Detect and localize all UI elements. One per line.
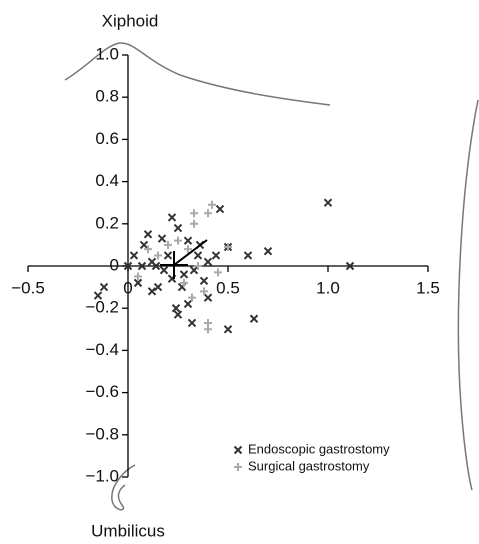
y-tick-label: −0.6 [85,382,119,401]
x-tick-label: −0.5 [11,278,45,297]
point [204,209,212,218]
point [345,261,355,271]
point [123,261,133,271]
point [204,325,212,334]
legend: Endoscopic gastrostomy Surgical gastrosto… [233,441,390,473]
point [129,251,139,260]
y-tick-label: 0.6 [95,129,119,148]
point [99,282,109,292]
point [194,262,202,270]
y-tick-label: 0.2 [95,213,119,232]
legend-swatch [233,445,243,455]
point [199,276,209,285]
point [137,261,147,271]
point [187,318,197,328]
x-tick-label: 0.5 [216,278,240,297]
point [159,266,169,275]
point [167,213,177,222]
point [184,245,192,254]
point [173,223,183,233]
y-tick-label: −0.2 [85,298,119,317]
point [179,270,189,279]
point [183,299,193,309]
x-tick-label: 0 [123,278,132,297]
mean-marker [160,239,208,279]
x-tick-label: 1.5 [416,278,440,297]
point [173,310,183,319]
point [174,236,182,245]
y-tick-label: −1.0 [85,466,119,485]
point [203,257,213,266]
body-outline [64,42,331,106]
legend-label: Endoscopic gastrostomy [248,441,390,456]
body-side-outline [457,99,479,491]
point [243,251,253,260]
point [214,268,222,277]
y-tick-label: −0.8 [85,424,119,443]
point [263,247,273,256]
umbilicus-outline [111,464,136,511]
bottom-label: Umbilicus [91,521,165,540]
point [208,200,216,209]
point [139,240,149,250]
point [93,291,103,300]
point [323,198,333,207]
point [189,266,199,275]
point [157,234,167,243]
point [215,204,225,214]
point [143,230,153,239]
y-tick-label: −0.4 [85,340,119,359]
y-tick-label: 0.8 [95,87,119,106]
legend-swatch [234,463,242,471]
point [200,287,208,296]
point [163,251,173,260]
point [151,261,161,271]
y-tick-label: 1.0 [95,44,119,63]
point [183,236,193,245]
point [164,240,172,249]
point [153,282,163,292]
point [193,251,203,260]
point [180,278,188,287]
point [224,243,232,252]
point [188,293,196,302]
plot: −0.5 0 0.5 1.0 1.51.00.80.60.40.20−0.2−0.4−0… [11,44,440,485]
legend-label: Surgical gastrostomy [248,458,370,473]
point [134,272,142,281]
point [203,293,213,302]
point [190,209,198,218]
point [133,278,143,288]
point [190,219,198,228]
point [211,251,221,260]
point [147,287,157,296]
y-tick-label: 0.4 [95,171,119,190]
point [171,303,181,313]
point [223,325,233,334]
point [249,314,259,323]
top-label: Xiphoid [102,11,159,30]
point [144,245,152,254]
y-tick-label: 0 [110,255,119,274]
x-tick-label: 1.0 [316,278,340,297]
point [154,251,162,260]
